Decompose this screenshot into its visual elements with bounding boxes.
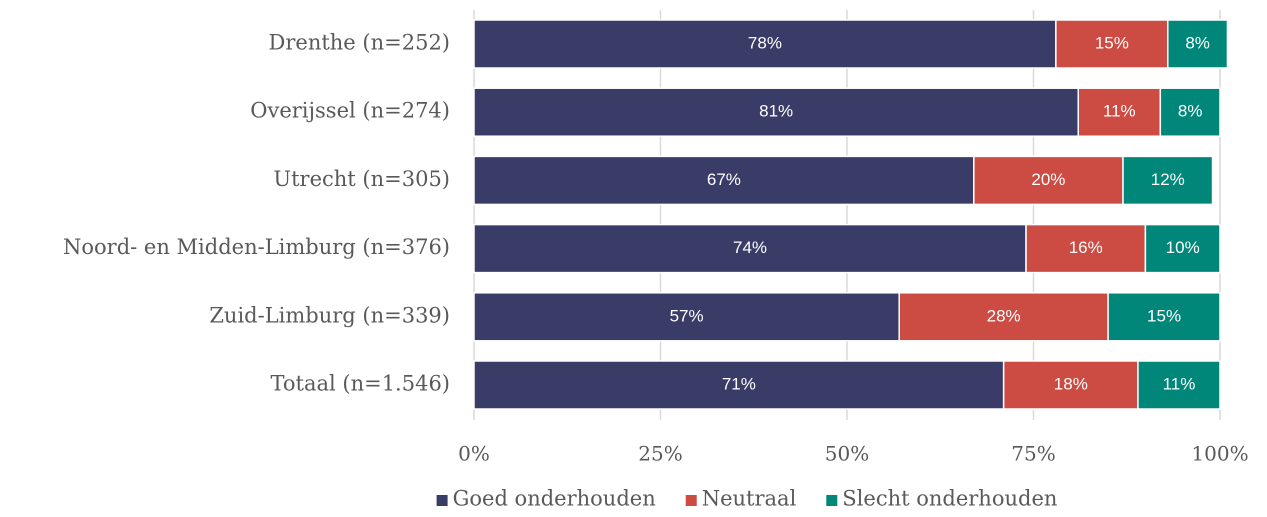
bar-segment — [1167, 19, 1229, 69]
bar-segment — [1055, 19, 1169, 69]
x-tick-label: 25% — [638, 442, 682, 466]
bar-segment — [1144, 223, 1221, 274]
data-label: 71% — [722, 374, 756, 393]
data-label: 57% — [670, 306, 704, 325]
data-label: 15% — [1147, 306, 1181, 325]
legend-swatch — [436, 495, 448, 506]
data-label: 11% — [1163, 374, 1196, 393]
y-tick-label: Drenthe (n=252) — [269, 31, 450, 55]
data-label: 81% — [759, 102, 793, 121]
bar-segment — [1159, 87, 1221, 137]
y-tick-label: Overijssel (n=274) — [250, 99, 450, 123]
x-tick-label: 100% — [1191, 442, 1248, 466]
bar-segment — [473, 292, 900, 342]
data-label: 10% — [1166, 238, 1200, 257]
y-tick-label: Noord- en Midden-Limburg (n=376) — [63, 235, 450, 259]
x-tick-label: 75% — [1011, 442, 1055, 466]
y-tick-label: Totaal (n=1.546) — [270, 372, 450, 396]
data-label: 16% — [1069, 238, 1103, 257]
legend-swatch — [826, 495, 838, 506]
bar-segment — [1122, 155, 1214, 206]
legend-label: Neutraal — [702, 487, 797, 511]
data-label: 11% — [1103, 102, 1136, 121]
data-label: 74% — [733, 238, 767, 257]
data-label: 20% — [1031, 170, 1065, 189]
bar-segment — [473, 360, 1005, 410]
bar-segment — [473, 155, 975, 206]
data-label: 28% — [987, 306, 1021, 325]
data-label: 8% — [1185, 33, 1210, 52]
data-label: 78% — [748, 33, 782, 52]
data-label: 67% — [707, 170, 741, 189]
y-tick-label: Utrecht (n=305) — [273, 167, 450, 191]
bar-segment — [473, 19, 1057, 69]
bar-segment — [1002, 360, 1139, 410]
legend-swatch — [685, 495, 697, 506]
legend-label: Goed onderhouden — [453, 487, 656, 511]
legend-label: Slecht onderhouden — [842, 487, 1057, 511]
data-label: 8% — [1178, 102, 1203, 121]
data-label: 18% — [1054, 374, 1088, 393]
x-tick-label: 50% — [825, 442, 869, 466]
bar-segment — [1077, 87, 1162, 137]
y-tick-label: Zuid-Limburg (n=339) — [209, 303, 450, 327]
x-tick-label: 0% — [458, 442, 490, 466]
bar-segment — [1137, 360, 1221, 410]
bar-segment — [1025, 223, 1147, 274]
bar-segment — [1107, 292, 1221, 342]
data-label: 12% — [1151, 170, 1185, 189]
data-label: 15% — [1095, 33, 1129, 52]
